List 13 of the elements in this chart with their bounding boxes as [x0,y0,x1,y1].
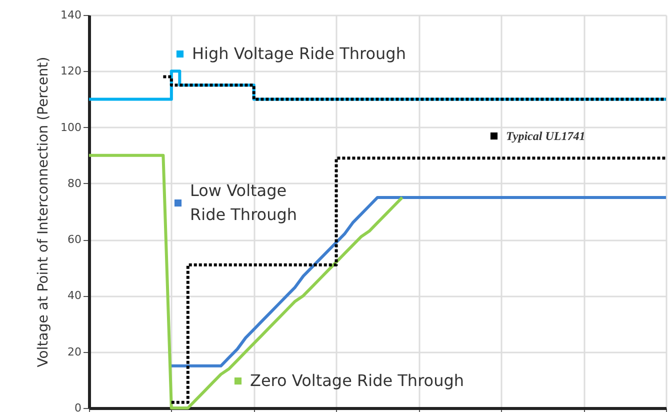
y-tick-label: 120 [60,64,82,78]
y-axis-title: Voltage at Point of Interconnection (Percent) [36,56,52,368]
y-tick-label: 140 [60,8,82,22]
legend-label: Zero Voltage Ride Through [250,371,464,390]
y-tick-label: 100 [60,120,82,134]
legend-label: Typical UL1741 [506,129,586,143]
legend-label: Low Voltage Ride Through [190,181,298,224]
y-tick-label: 60 [68,233,82,246]
y-tick-label: 80 [68,176,82,190]
y-tick-label: 0 [74,402,82,412]
legend-label: High Voltage Ride Through [192,44,406,63]
y-tick-label: 20 [68,345,82,358]
y-tick-label: 40 [68,289,82,302]
